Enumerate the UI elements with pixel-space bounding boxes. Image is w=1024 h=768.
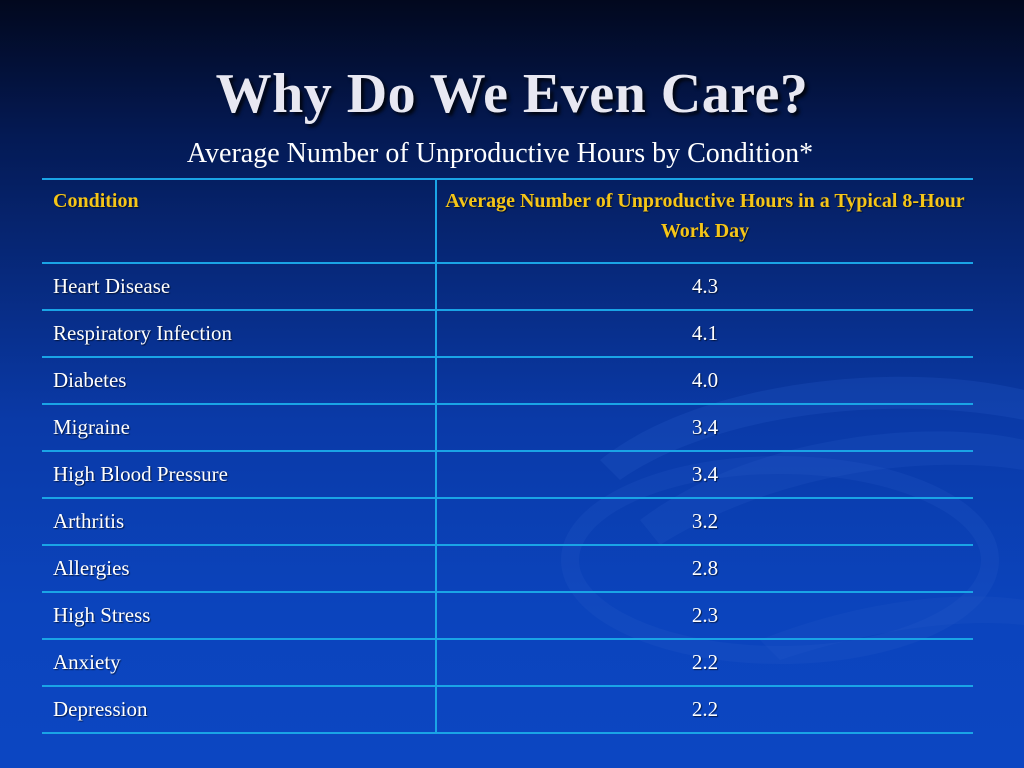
table-row: Diabetes 4.0: [42, 358, 973, 405]
condition-cell: Depression: [42, 687, 437, 732]
condition-cell: Heart Disease: [42, 264, 437, 309]
hours-cell: 3.4: [691, 462, 719, 486]
condition-cell: Allergies: [42, 546, 437, 591]
hours-cell: 3.2: [691, 509, 719, 533]
hours-cell: 4.0: [691, 368, 719, 392]
hours-cell: 2.2: [691, 697, 719, 721]
hours-cell: 4.3: [691, 274, 719, 298]
slide-title: Why Do We Even Care?: [215, 63, 809, 125]
table-header-row: Condition Average Number of Unproductive…: [42, 178, 973, 264]
hours-cell: 2.8: [691, 556, 719, 580]
condition-cell: High Blood Pressure: [42, 452, 437, 497]
condition-cell: Respiratory Infection: [42, 311, 437, 356]
table-row: Heart Disease 4.3: [42, 264, 973, 311]
table-row: Anxiety 2.2: [42, 640, 973, 687]
conditions-table: Condition Average Number of Unproductive…: [42, 178, 973, 734]
condition-cell: Diabetes: [42, 358, 437, 403]
condition-cell: Migraine: [42, 405, 437, 450]
table-row: Respiratory Infection 4.1: [42, 311, 973, 358]
condition-cell: Arthritis: [42, 499, 437, 544]
condition-cell: High Stress: [42, 593, 437, 638]
header-condition: Condition: [42, 180, 437, 262]
hours-cell: 3.4: [691, 415, 719, 439]
table-row: Migraine 3.4: [42, 405, 973, 452]
hours-cell: 4.1: [691, 321, 719, 345]
header-hours: Average Number of Unproductive Hours in …: [445, 190, 965, 242]
table-row: High Stress 2.3: [42, 593, 973, 640]
table-row: Allergies 2.8: [42, 546, 973, 593]
table-row: Depression 2.2: [42, 687, 973, 734]
condition-cell: Anxiety: [42, 640, 437, 685]
table-row: High Blood Pressure 3.4: [42, 452, 973, 499]
table-row: Arthritis 3.2: [42, 499, 973, 546]
hours-cell: 2.3: [691, 603, 719, 627]
slide-subtitle: Average Number of Unproductive Hours by …: [186, 138, 814, 169]
hours-cell: 2.2: [691, 650, 719, 674]
